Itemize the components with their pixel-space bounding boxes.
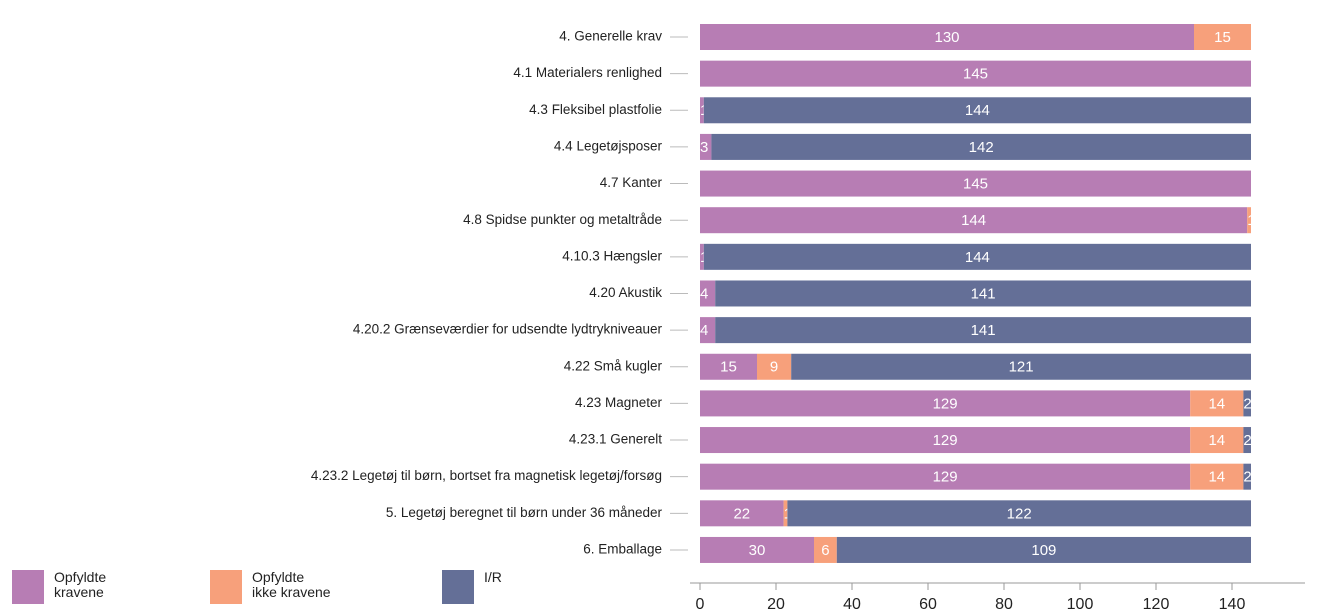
value-label: 15	[720, 359, 737, 376]
x-tick-label: 100	[1067, 596, 1094, 611]
category-label: 4.20.2 Grænseværdier for udsendte lydtry…	[353, 322, 663, 337]
category-label: 4.10.3 Hængsler	[562, 248, 662, 263]
bar-segment	[700, 353, 757, 380]
bar-segment	[700, 207, 1248, 234]
value-label: 4	[700, 322, 708, 339]
legend-swatch	[442, 570, 474, 604]
value-label: 15	[1214, 29, 1231, 46]
category-label: 4.23 Magneter	[575, 395, 663, 410]
bar-segment	[783, 500, 788, 527]
category-label: 5. Legetøj beregnet til børn under 36 må…	[386, 505, 663, 520]
bar-segment	[1190, 390, 1244, 417]
bar-segment	[1243, 427, 1251, 454]
value-label: 144	[965, 249, 990, 266]
bar-segment	[700, 427, 1191, 454]
value-label: 3	[700, 139, 708, 156]
value-label: 129	[933, 432, 958, 449]
x-tick-label: 60	[919, 596, 937, 611]
value-label: 9	[770, 359, 778, 376]
value-label: 145	[963, 176, 988, 193]
value-label: 22	[733, 505, 750, 522]
legend-label: Opfyldte kravene	[54, 569, 107, 600]
legend-label: Opfyldte ikke kravene	[252, 569, 331, 600]
value-label: 30	[749, 542, 766, 559]
value-label: 2	[1243, 469, 1251, 486]
legend-item: Opfyldte ikke kravene	[210, 570, 332, 604]
value-label: 141	[971, 322, 996, 339]
bar-segment	[700, 133, 712, 160]
bar-segment	[700, 536, 814, 563]
bar-segment	[1243, 390, 1251, 417]
value-label: 141	[971, 285, 996, 302]
category-label: 4.22 Små kugler	[564, 358, 663, 373]
value-label: 121	[1009, 359, 1034, 376]
value-label: 122	[1007, 505, 1032, 522]
x-tick-label: 120	[1143, 596, 1170, 611]
value-label: 2	[1243, 395, 1251, 412]
bar-segment	[700, 463, 1191, 490]
value-label: 14	[1208, 395, 1225, 412]
value-label: 14	[1208, 432, 1225, 449]
bar-segment	[711, 133, 1251, 160]
value-label: 2	[1243, 432, 1251, 449]
value-label: 1	[1247, 212, 1255, 229]
bar-segment	[715, 280, 1251, 307]
bar-segment	[700, 390, 1191, 417]
category-label: 4.4 Legetøjsposer	[554, 138, 663, 153]
bar-segment	[814, 536, 837, 563]
bar-segment	[700, 97, 704, 124]
category-label: 4.23.2 Legetøj til børn, bortset fra mag…	[311, 468, 662, 483]
legend-item: Opfyldte kravene	[12, 570, 134, 604]
bar-segment	[1190, 463, 1244, 490]
x-tick-label: 80	[995, 596, 1013, 611]
bar-segment	[700, 243, 704, 270]
bar-segment	[703, 97, 1251, 124]
bar-segment	[757, 353, 792, 380]
bar-segment	[700, 317, 716, 344]
category-label: 4.3 Fleksibel plastfolie	[529, 102, 662, 117]
bar-segment	[700, 500, 784, 527]
value-label: 6	[821, 542, 829, 559]
x-tick-label: 20	[767, 596, 785, 611]
bar-segment	[1190, 427, 1244, 454]
bar-segment	[700, 280, 716, 307]
category-label: 4.7 Kanter	[600, 175, 663, 190]
bar-segment	[700, 60, 1251, 87]
legend-swatch	[12, 570, 44, 604]
bar-segment	[703, 243, 1251, 270]
value-label: 144	[965, 102, 990, 119]
bar-segment	[715, 317, 1251, 344]
bar-segment	[787, 500, 1251, 527]
x-tick-label: 140	[1219, 596, 1246, 611]
category-label: 4. Generelle krav	[559, 29, 662, 44]
category-label: 4.8 Spidse punkter og metaltråde	[463, 212, 662, 227]
legend-item: I/R	[442, 570, 564, 604]
x-tick-label: 0	[696, 596, 705, 611]
bar-segment	[1194, 24, 1251, 50]
bar-segment	[1247, 207, 1251, 234]
legend-swatch	[210, 570, 242, 604]
value-label: 129	[933, 395, 958, 412]
value-label: 142	[969, 139, 994, 156]
x-tick-label: 40	[843, 596, 861, 611]
bar-segment	[700, 24, 1194, 50]
value-label: 145	[963, 66, 988, 83]
value-label: 14	[1208, 469, 1225, 486]
legend-label: I/R	[484, 569, 502, 585]
value-label: 130	[934, 29, 959, 46]
category-label: 6. Emballage	[583, 542, 662, 557]
value-label: 129	[933, 469, 958, 486]
value-label: 109	[1031, 542, 1056, 559]
bar-segment	[836, 536, 1251, 563]
category-label: 4.20 Akustik	[589, 285, 662, 300]
bar-segment	[1243, 463, 1251, 490]
value-label: 4	[700, 285, 708, 302]
bar-segment	[791, 353, 1251, 380]
category-label: 4.23.1 Generelt	[569, 432, 662, 447]
category-label: 4.1 Materialers renlighed	[513, 65, 662, 80]
bar-segment	[700, 170, 1251, 197]
value-label: 144	[961, 212, 986, 229]
